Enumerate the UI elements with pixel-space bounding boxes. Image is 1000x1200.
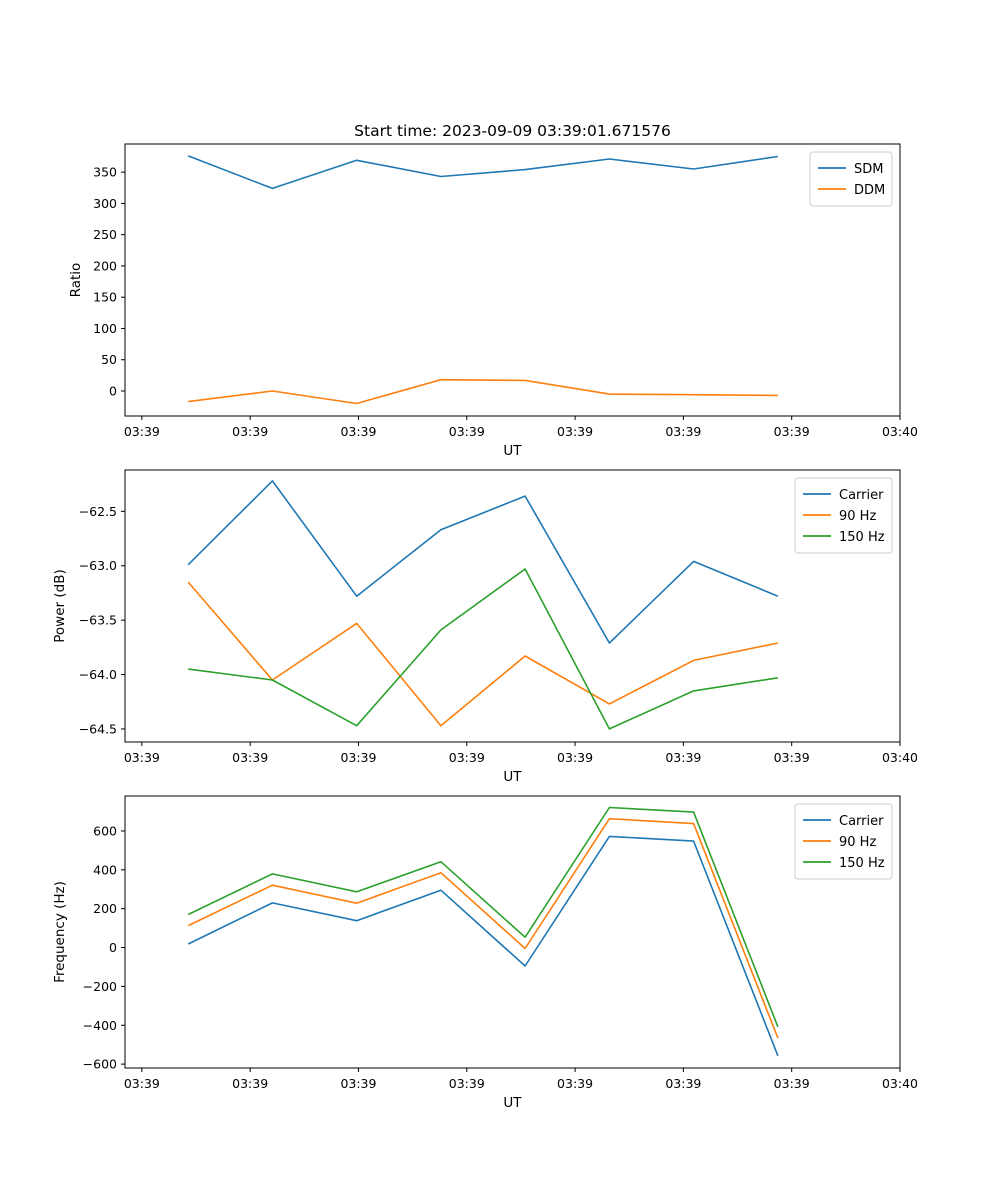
- series-line-90-hz: [187, 817, 779, 1039]
- x-tick-label: 03:39: [340, 1076, 376, 1091]
- x-tick-label: 03:39: [665, 424, 701, 439]
- plot-area: [187, 806, 779, 1057]
- x-tick-label: 03:39: [449, 750, 485, 765]
- y-tick-label: 350: [93, 165, 117, 180]
- series-line-ddm: [188, 378, 778, 405]
- x-tick-label: 03:40: [882, 424, 918, 439]
- chart-panel-3: 03:39 03:39 03:39 03:39 03:39 03:39 03:39 03:40…: [52, 795, 918, 1111]
- x-axis-label: UT: [503, 1095, 522, 1111]
- x-tick-label: 03:39: [665, 1076, 701, 1091]
- chart-panels: Start time: 2023-09-09 03:39:01.67157603…: [52, 122, 918, 1111]
- x-tick-label: 03:39: [449, 424, 485, 439]
- y-tick-label: −64.5: [79, 721, 117, 736]
- legend: Carrier 90 Hz 150 Hz: [794, 803, 893, 880]
- y-tick-label: 0: [109, 940, 117, 955]
- legend-label: Carrier: [839, 814, 884, 829]
- chart-panel-1: Start time: 2023-09-09 03:39:01.67157603…: [68, 122, 918, 459]
- y-tick-label: 400: [93, 862, 117, 877]
- x-tick-label: 03:39: [124, 750, 160, 765]
- plot-area: [187, 155, 779, 405]
- legend-label: 90 Hz: [839, 509, 876, 524]
- y-tick-label: −62.5: [79, 504, 117, 519]
- legend-label: 90 Hz: [839, 835, 876, 850]
- x-tick-label: 03:39: [665, 750, 701, 765]
- x-tick-label: 03:39: [774, 750, 810, 765]
- x-tick-label: 03:39: [774, 424, 810, 439]
- legend-label: 150 Hz: [839, 856, 885, 871]
- legend-box: [794, 803, 893, 880]
- x-tick-label: 03:40: [882, 750, 918, 765]
- x-tick-label: 03:40: [882, 1076, 918, 1091]
- y-tick-label: 300: [93, 196, 117, 211]
- x-tick-label: 03:39: [557, 1076, 593, 1091]
- legend-label: 150 Hz: [839, 530, 885, 545]
- axes-frame: [124, 795, 901, 1069]
- series-line-150-hz: [188, 568, 779, 730]
- x-axis-label: UT: [503, 443, 522, 459]
- x-tick-label: 03:39: [340, 424, 376, 439]
- y-tick-label: −600: [83, 1057, 117, 1072]
- x-tick-label: 03:39: [124, 424, 160, 439]
- legend-label: Carrier: [839, 488, 884, 503]
- y-tick-label: 0: [109, 383, 117, 398]
- plot-area: [187, 480, 779, 730]
- y-tick-label: 200: [93, 901, 117, 916]
- y-tick-label: −400: [83, 1018, 117, 1033]
- series-line-150-hz: [187, 806, 779, 1028]
- x-tick-label: 03:39: [340, 750, 376, 765]
- y-tick-label: 50: [101, 352, 117, 367]
- y-tick-label: 200: [93, 258, 117, 273]
- y-tick-label: 600: [93, 823, 117, 838]
- y-tick-label: −64.0: [79, 667, 117, 682]
- y-tick-label: 250: [93, 227, 117, 242]
- y-axis-label: Power (dB): [52, 569, 68, 642]
- series-line-sdm: [187, 155, 779, 190]
- legend-box: [809, 151, 893, 207]
- legend-label: SDM: [854, 162, 883, 177]
- x-axis-label: UT: [503, 769, 522, 785]
- x-tick-label: 03:39: [449, 1076, 485, 1091]
- legend: Carrier 90 Hz 150 Hz: [794, 477, 893, 554]
- series-line-carrier: [187, 480, 779, 644]
- chart-title: Start time: 2023-09-09 03:39:01.671576: [354, 122, 671, 140]
- y-tick-label: 150: [93, 290, 117, 305]
- y-tick-label: −200: [83, 979, 117, 994]
- chart-panel-2: 03:39 03:39 03:39 03:39 03:39 03:39 03:39 03:40…: [52, 469, 918, 785]
- series-line-carrier: [187, 835, 779, 1057]
- x-tick-label: 03:39: [232, 424, 268, 439]
- legend-label: DDM: [854, 183, 885, 198]
- x-tick-label: 03:39: [557, 424, 593, 439]
- y-tick-label: −63.0: [79, 558, 117, 573]
- x-tick-label: 03:39: [557, 750, 593, 765]
- x-tick-label: 03:39: [232, 1076, 268, 1091]
- x-tick-label: 03:39: [774, 1076, 810, 1091]
- y-axis-label: Frequency (Hz): [52, 881, 68, 983]
- y-tick-label: −63.5: [79, 613, 117, 628]
- axes-frame: [124, 469, 901, 743]
- x-tick-label: 03:39: [124, 1076, 160, 1091]
- y-axis-label: Ratio: [68, 263, 84, 298]
- series-line-90-hz: [187, 581, 779, 727]
- axes-frame: [124, 143, 901, 417]
- x-tick-label: 03:39: [232, 750, 268, 765]
- legend-box: [794, 477, 893, 554]
- legend: SDM DDM: [809, 151, 893, 207]
- y-tick-label: 100: [93, 321, 117, 336]
